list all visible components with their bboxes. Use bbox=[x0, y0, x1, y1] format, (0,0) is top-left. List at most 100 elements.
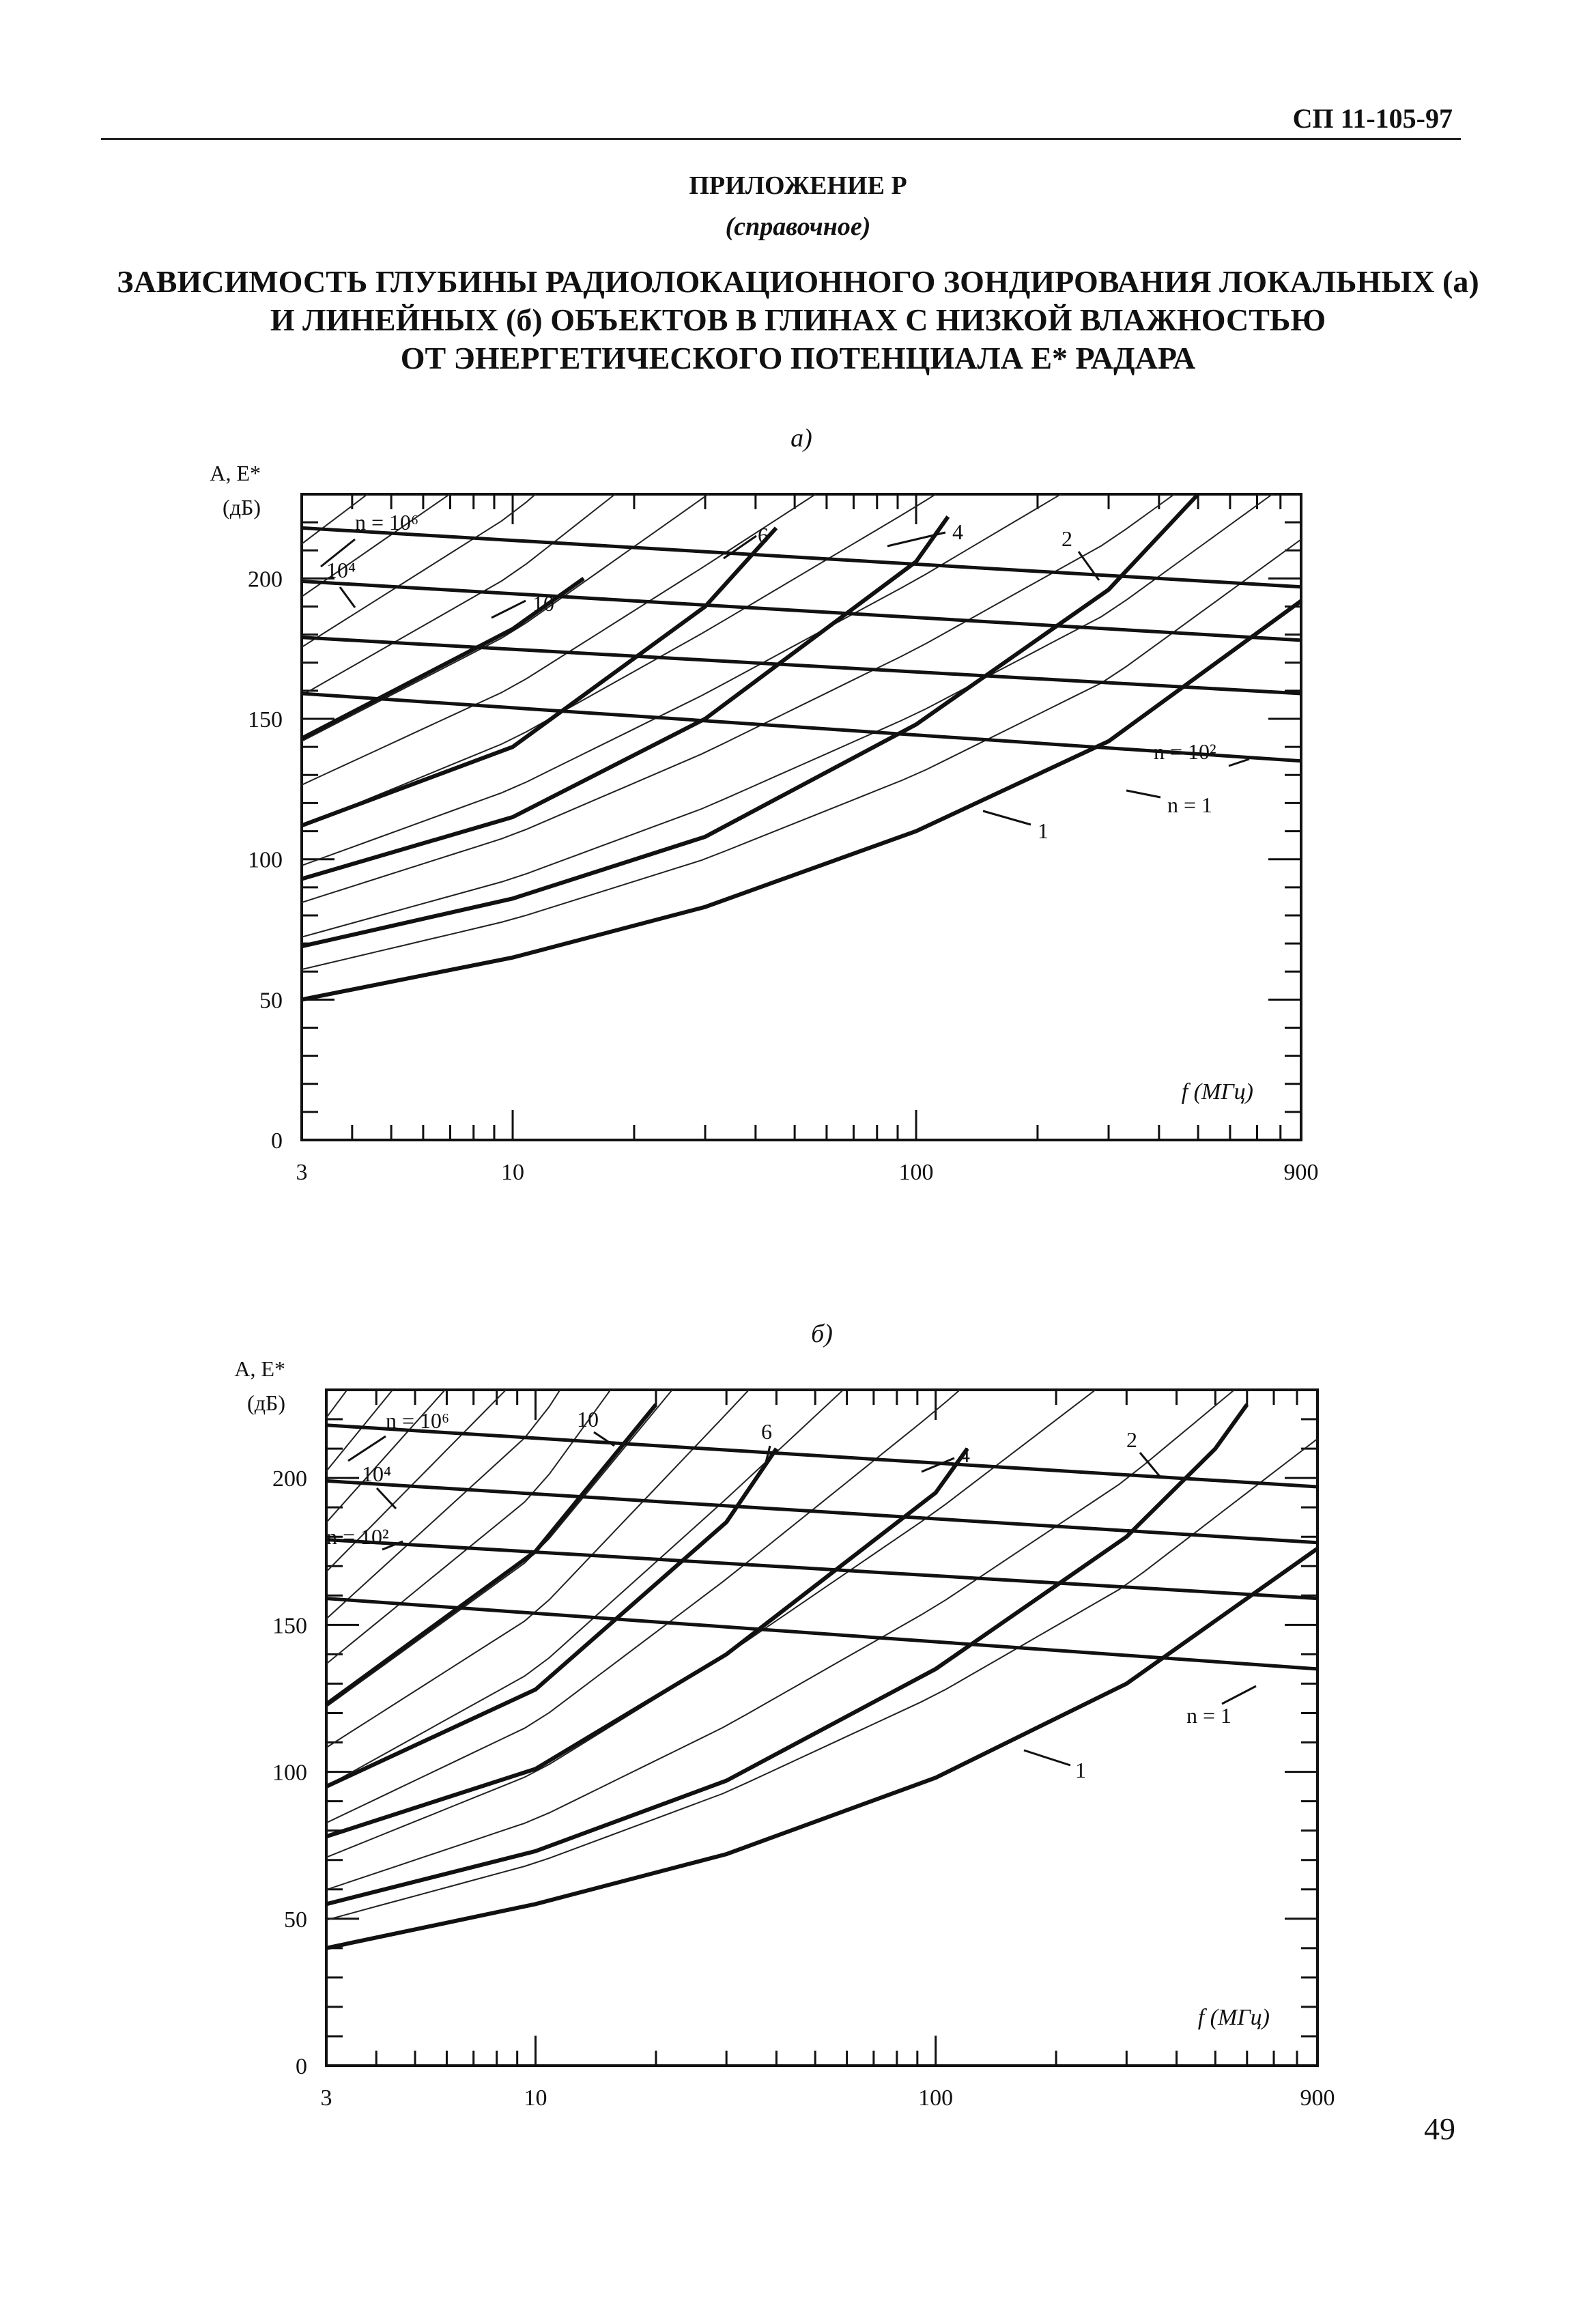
label-leader bbox=[1126, 789, 1161, 799]
label-leader bbox=[763, 1445, 771, 1468]
x-tick-label: 900 bbox=[1284, 1160, 1319, 1185]
label-leader bbox=[347, 1435, 386, 1462]
depth-curve-thin bbox=[326, 1390, 1236, 1891]
depth-curve-thin bbox=[326, 1390, 612, 1665]
y-tick-label: 50 bbox=[259, 988, 283, 1013]
y-tick-label: 150 bbox=[248, 707, 283, 732]
depth-curve-thin bbox=[302, 494, 937, 827]
curve-label: 2 bbox=[1126, 1427, 1137, 1452]
curves-group bbox=[326, 0, 1317, 1950]
panel-label: а) bbox=[790, 424, 812, 453]
x-tick-label: 100 bbox=[918, 2085, 953, 2111]
depth-curve-thin bbox=[302, 0, 1301, 246]
curve-label: n = 1 bbox=[1186, 1703, 1231, 1728]
depth-curve-bold bbox=[326, 1546, 1317, 1950]
depth-curve-thin bbox=[302, 494, 1062, 866]
x-tick-label: 10 bbox=[524, 2085, 547, 2111]
x-tick-label: 100 bbox=[899, 1160, 934, 1185]
y-tick-label: 100 bbox=[248, 848, 283, 873]
energy-line bbox=[326, 1538, 1317, 1601]
heading-line-1: ЗАВИСИМОСТЬ ГЛУБИНЫ РАДИОЛОКАЦИОННОГО ЗО… bbox=[117, 264, 1479, 299]
page-number: 49 bbox=[1424, 2111, 1455, 2146]
appendix-title: ПРИЛОЖЕНИЕ Р bbox=[689, 171, 907, 200]
label-leader bbox=[320, 538, 356, 568]
document-code: СП 11-105-97 bbox=[1292, 103, 1453, 134]
label-leader bbox=[593, 1431, 615, 1447]
x-axis-label: f (МГц) bbox=[1198, 2005, 1270, 2030]
label-leader bbox=[887, 531, 946, 547]
heading-line-3: ОТ ЭНЕРГЕТИЧЕСКОГО ПОТЕНЦИАЛА Е* РАДАРА bbox=[400, 341, 1196, 375]
y-tick-label: 100 bbox=[272, 1761, 307, 1786]
energy-line bbox=[302, 636, 1301, 696]
y-axis-label: А, Е* bbox=[234, 1356, 285, 1381]
curve-label: n = 1 bbox=[1167, 793, 1212, 817]
appendix-subtitle: (справочное) bbox=[725, 212, 871, 241]
depth-curve-thin bbox=[302, 494, 537, 648]
curve-label: 6 bbox=[758, 523, 769, 547]
depth-curve-thin bbox=[326, 1390, 844, 1787]
depth-curve-bold bbox=[302, 515, 950, 881]
label-leader bbox=[1221, 1685, 1257, 1705]
depth-curve-thin bbox=[302, 0, 1301, 41]
energy-line bbox=[302, 580, 1301, 642]
curves-group bbox=[302, 0, 1301, 1002]
depth-curve-thin bbox=[326, 1390, 961, 1824]
appendix-heading: ЗАВИСИМОСТЬ ГЛУБИНЫ РАДИОЛОКАЦИОННОГО ЗО… bbox=[0, 263, 1596, 377]
curve-label: 10⁴ bbox=[362, 1462, 391, 1486]
depth-curve-thin bbox=[302, 494, 817, 786]
depth-curve-thin bbox=[326, 1390, 1097, 1858]
curve-label: n = 10² bbox=[1154, 739, 1216, 764]
depth-curve-bold bbox=[326, 1447, 969, 1839]
label-leader bbox=[339, 586, 356, 608]
depth-curve-thin bbox=[302, 539, 1301, 971]
panel-label: б) bbox=[811, 1320, 833, 1348]
depth-curve-thin bbox=[326, 1390, 750, 1748]
label-leader bbox=[382, 1540, 403, 1551]
x-axis-label: f (МГц) bbox=[1182, 1079, 1253, 1105]
energy-line bbox=[326, 1597, 1317, 1671]
label-leader bbox=[1023, 1749, 1071, 1767]
curve-label: 1 bbox=[1075, 1758, 1086, 1782]
y-tick-label: 0 bbox=[271, 1128, 283, 1154]
depth-curve-thin bbox=[302, 0, 1301, 180]
x-tick-label: 3 bbox=[321, 2085, 332, 2111]
y-tick-label: 150 bbox=[272, 1613, 307, 1638]
depth-curve-thin bbox=[326, 1438, 1317, 1921]
depth-curve-thin bbox=[302, 494, 616, 696]
depth-curve-thin bbox=[326, 0, 1317, 187]
y-tick-label: 50 bbox=[284, 1907, 307, 1933]
depth-curve-thin bbox=[302, 0, 1301, 112]
label-leader bbox=[1077, 551, 1100, 581]
depth-curve-bold bbox=[302, 494, 1200, 949]
curve-label: 10⁴ bbox=[326, 558, 356, 582]
label-leader bbox=[491, 599, 526, 619]
y-tick-label: 200 bbox=[248, 567, 283, 592]
heading-line-2: И ЛИНЕЙНЫХ (б) ОБЪЕКТОВ В ГЛИНАХ С НИЗКО… bbox=[270, 302, 1326, 337]
depth-curve-thin bbox=[302, 494, 1175, 903]
curve-label: 4 bbox=[952, 519, 963, 544]
chart-b: б) 0 50 100 150 200 3 10 100 900 А, Е* (дБ) f (МГц) n… bbox=[234, 1320, 1335, 2111]
depth-curve-thin bbox=[302, 0, 1301, 489]
header-rule bbox=[101, 138, 1461, 140]
depth-curve-bold bbox=[302, 526, 778, 828]
depth-curve-thin bbox=[326, 1390, 561, 1620]
curve-label: 2 bbox=[1061, 526, 1072, 551]
depth-curve-bold bbox=[302, 576, 585, 741]
y-axis-unit: (дБ) bbox=[223, 495, 261, 519]
energy-line bbox=[302, 526, 1301, 589]
plot-frame bbox=[300, 493, 1302, 1141]
curve-label: n = 10² bbox=[326, 1524, 389, 1549]
y-tick-label: 200 bbox=[272, 1466, 307, 1492]
curve-label: n = 10⁶ bbox=[386, 1408, 449, 1433]
label-leader bbox=[1228, 758, 1250, 767]
depth-curve-thin bbox=[302, 494, 710, 742]
energy-line bbox=[326, 1479, 1317, 1545]
curve-label: n = 10⁶ bbox=[355, 510, 418, 535]
y-axis-unit: (дБ) bbox=[247, 1391, 285, 1415]
curve-label: 4 bbox=[959, 1442, 970, 1467]
depth-curve-bold bbox=[326, 1403, 1249, 1907]
x-tick-label: 10 bbox=[501, 1160, 524, 1185]
y-tick-label: 0 bbox=[296, 2054, 307, 2079]
label-leader bbox=[921, 1457, 955, 1473]
label-leader bbox=[723, 535, 757, 560]
